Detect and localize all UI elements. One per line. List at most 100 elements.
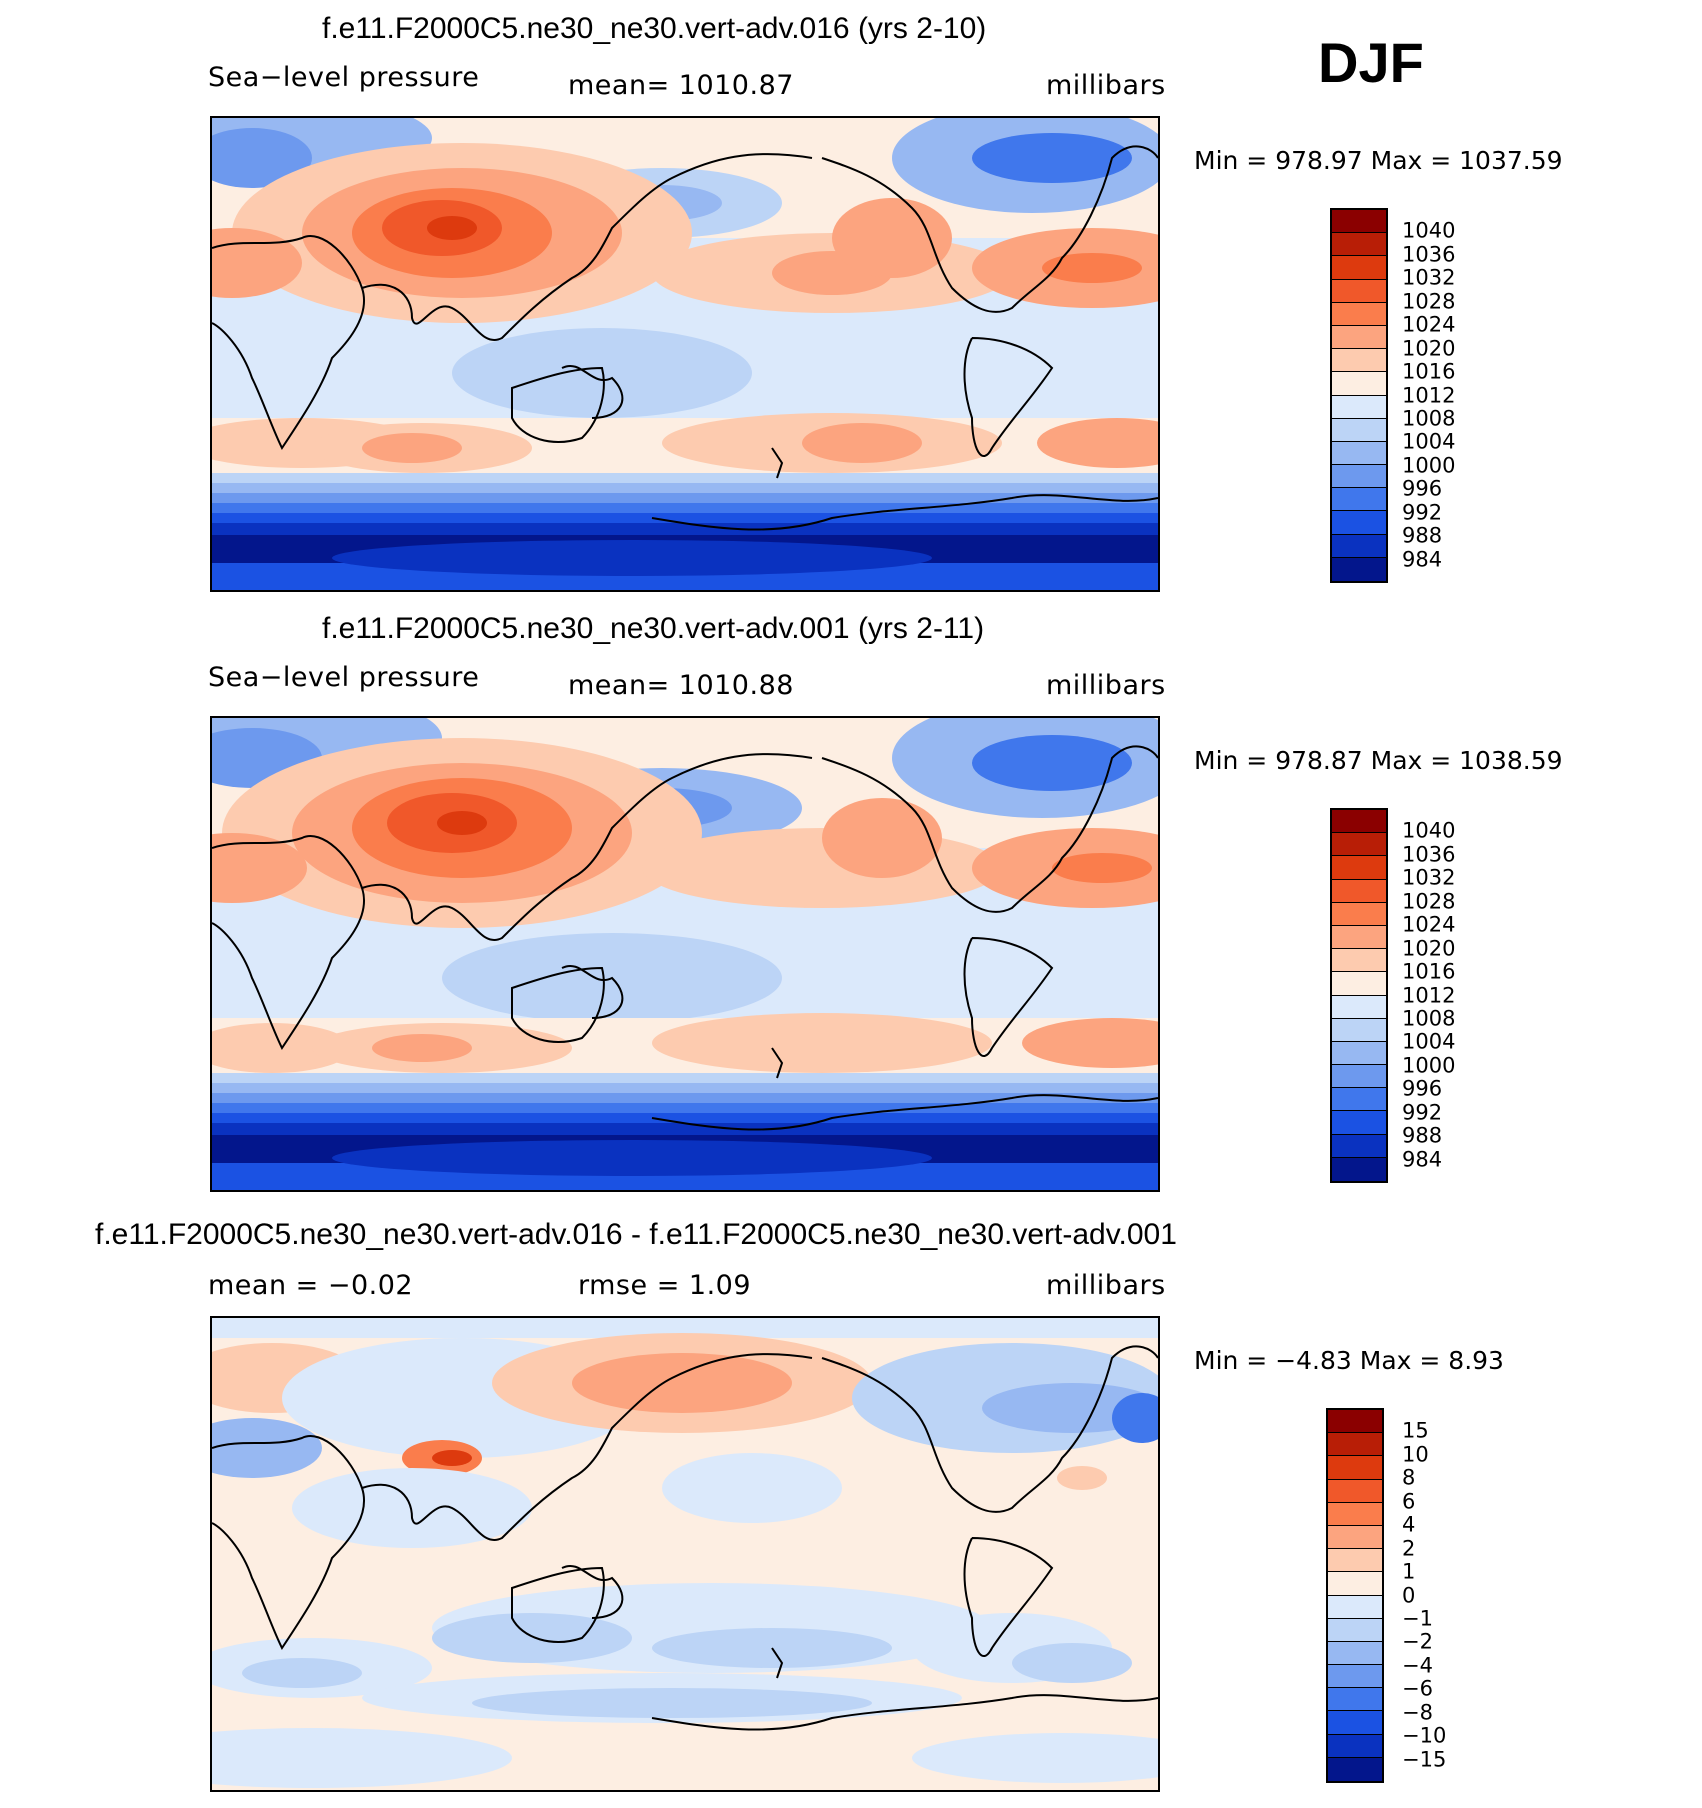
colorbar-tick-label: 1016 xyxy=(1402,959,1456,984)
colorbar-swatch xyxy=(1328,1479,1382,1503)
colorbar-tick-label: 1016 xyxy=(1402,359,1456,384)
colorbar-tick-label: 1032 xyxy=(1402,265,1456,290)
colorbar-tick-label: 1020 xyxy=(1402,936,1456,961)
colorbar-swatch xyxy=(1332,534,1386,558)
colorbar-swatch xyxy=(1332,902,1386,926)
panel-3-contour-field xyxy=(212,1318,1158,1790)
season-label: DJF xyxy=(1318,31,1424,94)
panel-1-mean-label: mean= 1010.87 xyxy=(568,70,794,101)
colorbar-tick-label: 1004 xyxy=(1402,429,1456,454)
panel-1-units-label: millibars xyxy=(1046,70,1166,101)
colorbar-swatch xyxy=(1332,856,1386,880)
colorbar-swatch xyxy=(1328,1688,1382,1712)
colorbar-swatch xyxy=(1332,1157,1386,1181)
colorbar-tick-label: 1040 xyxy=(1402,818,1456,843)
colorbar-swatch xyxy=(1328,1410,1382,1434)
colorbar-tick-label: 1008 xyxy=(1402,1006,1456,1031)
colorbar-tick-label: 1008 xyxy=(1402,406,1456,431)
colorbar-swatch xyxy=(1332,395,1386,419)
colorbar-swatch xyxy=(1332,256,1386,280)
colorbar-tick-label: −2 xyxy=(1402,1629,1433,1654)
colorbar-swatch xyxy=(1328,1502,1382,1526)
colorbar-tick-label: 984 xyxy=(1402,1147,1443,1172)
colorbar-tick-label: 1028 xyxy=(1402,289,1456,314)
panel-2-map xyxy=(210,716,1160,1192)
panel-3-mean-label: mean = −0.02 xyxy=(208,1270,414,1301)
colorbar-tick-label: −4 xyxy=(1402,1653,1433,1678)
colorbar-swatch xyxy=(1332,557,1386,581)
panel-3-colorbar xyxy=(1326,1408,1384,1783)
colorbar-tick-label: 988 xyxy=(1402,1123,1443,1148)
colorbar-tick-label: 1012 xyxy=(1402,383,1456,407)
colorbar-tick-label: −8 xyxy=(1402,1700,1433,1725)
colorbar-tick-label: 984 xyxy=(1402,547,1443,572)
colorbar-tick-label: 1012 xyxy=(1402,983,1456,1007)
colorbar-swatch xyxy=(1332,210,1386,234)
colorbar-swatch xyxy=(1332,1018,1386,1042)
panel-3-minmax: Min = −4.83 Max = 8.93 xyxy=(1194,1346,1504,1375)
colorbar-swatch xyxy=(1332,995,1386,1019)
colorbar-swatch xyxy=(1328,1549,1382,1573)
colorbar-swatch xyxy=(1332,233,1386,257)
colorbar-swatch xyxy=(1332,279,1386,303)
colorbar-tick-label: 1032 xyxy=(1402,865,1456,890)
colorbar-tick-label: 2 xyxy=(1402,1536,1416,1561)
colorbar-tick-label: 1036 xyxy=(1402,242,1456,267)
colorbar-swatch xyxy=(1332,1088,1386,1112)
colorbar-tick-label: −15 xyxy=(1402,1747,1447,1772)
colorbar-tick-label: −10 xyxy=(1402,1723,1447,1748)
colorbar-swatch xyxy=(1328,1456,1382,1480)
colorbar-tick-label: 1 xyxy=(1402,1559,1416,1584)
colorbar-swatch xyxy=(1332,441,1386,466)
colorbar-swatch xyxy=(1332,1041,1386,1066)
colorbar-swatch xyxy=(1332,879,1386,903)
panel-2-colorbar-labels: 1040 1036 1032 1028 1024 1020 1016 1012 1008 1004… xyxy=(1402,808,1482,1183)
panel-3-map xyxy=(210,1316,1160,1792)
panel-3-rmse-label: rmse = 1.09 xyxy=(578,1270,752,1301)
panel-2-variable-label: Sea−level pressure xyxy=(208,662,480,693)
colorbar-swatch xyxy=(1332,418,1386,442)
panel-2-mean-label: mean= 1010.88 xyxy=(568,670,794,701)
panel-2-contour-field xyxy=(212,718,1158,1190)
colorbar-tick-label: 0 xyxy=(1402,1583,1416,1607)
colorbar-swatch xyxy=(1328,1525,1382,1550)
colorbar-tick-label: 15 xyxy=(1402,1418,1429,1443)
panel-2-coastlines xyxy=(212,745,1158,1131)
colorbar-swatch xyxy=(1332,925,1386,950)
panel-2-units-label: millibars xyxy=(1046,670,1166,701)
colorbar-tick-label: 992 xyxy=(1402,500,1443,525)
colorbar-swatch xyxy=(1328,1641,1382,1666)
colorbar-tick-label: 6 xyxy=(1402,1489,1416,1514)
colorbar-tick-label: −6 xyxy=(1402,1676,1433,1701)
colorbar-tick-label: 1040 xyxy=(1402,218,1456,243)
colorbar-swatch xyxy=(1332,488,1386,512)
panel-1-title: f.e11.F2000C5.ne30_ne30.vert-adv.016 (yr… xyxy=(322,12,987,45)
colorbar-tick-label: 988 xyxy=(1402,523,1443,548)
colorbar-swatch xyxy=(1332,372,1386,396)
colorbar-swatch xyxy=(1328,1595,1382,1619)
colorbar-tick-label: 10 xyxy=(1402,1442,1429,1467)
panel-1-contour-field xyxy=(212,118,1158,590)
colorbar-tick-label: 1024 xyxy=(1402,312,1456,337)
panel-1-colorbar-labels: 1040 1036 1032 1028 1024 1020 1016 1012 1008 1004… xyxy=(1402,208,1482,583)
panel-1-map xyxy=(210,116,1160,592)
colorbar-swatch xyxy=(1332,1111,1386,1135)
panel-1-minmax: Min = 978.97 Max = 1037.59 xyxy=(1194,146,1563,175)
colorbar-swatch xyxy=(1328,1665,1382,1689)
colorbar-tick-label: −1 xyxy=(1402,1606,1433,1631)
colorbar-swatch xyxy=(1332,349,1386,373)
colorbar-swatch xyxy=(1328,1734,1382,1758)
panel-3-colorbar-labels: 15 10 8 6 4 2 1 0 −1 −2 −4 −6 −8 −10 −15 xyxy=(1402,1408,1482,1783)
colorbar-swatch xyxy=(1332,1065,1386,1089)
colorbar-swatch xyxy=(1332,833,1386,857)
panel-2-title: f.e11.F2000C5.ne30_ne30.vert-adv.001 (yr… xyxy=(322,612,985,645)
panel-2-minmax: Min = 978.87 Max = 1038.59 xyxy=(1194,746,1563,775)
panel-2-colorbar xyxy=(1330,808,1388,1183)
colorbar-swatch xyxy=(1332,465,1386,489)
colorbar-swatch xyxy=(1328,1572,1382,1596)
panel-3-units-label: millibars xyxy=(1046,1270,1166,1301)
colorbar-tick-label: 1024 xyxy=(1402,912,1456,937)
colorbar-swatch xyxy=(1332,302,1386,326)
colorbar-swatch xyxy=(1332,949,1386,973)
panel-1-coastlines xyxy=(212,145,1158,531)
